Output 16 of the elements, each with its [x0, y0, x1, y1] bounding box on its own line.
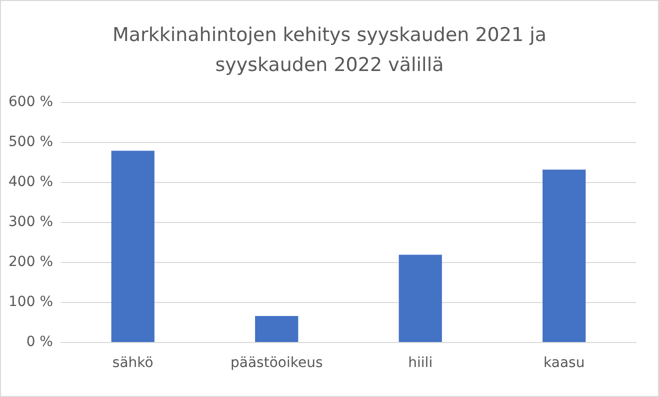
y-tick-label: 0 % [26, 334, 53, 350]
x-tick-label: kaasu [544, 355, 585, 371]
y-tick-label: 200 % [8, 254, 53, 270]
y-tick-label: 600 % [8, 94, 53, 110]
chart-title: Markkinahintojen kehitys syyskauden 2021 ja syyskauden 2022 välillä [112, 24, 547, 76]
y-tick-label: 500 % [8, 134, 53, 150]
bar [111, 150, 154, 342]
bar [542, 170, 586, 342]
x-tick-label: päästöoikeus [230, 355, 323, 371]
x-tick-label: sähkö [112, 355, 154, 371]
y-tick-label: 300 % [8, 214, 53, 230]
y-tick-label: 100 % [8, 294, 53, 310]
y-tick-label: 400 % [8, 174, 53, 190]
bar [398, 254, 442, 342]
bar [255, 316, 298, 342]
x-tick-label: hiili [408, 355, 433, 371]
